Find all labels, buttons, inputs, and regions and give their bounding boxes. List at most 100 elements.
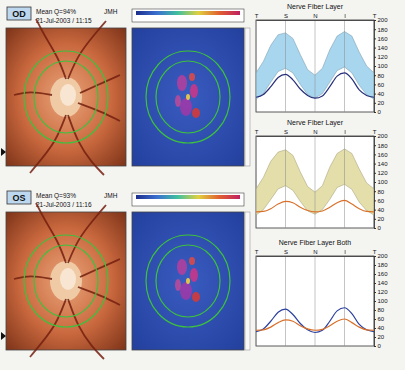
y-tick-mark xyxy=(374,136,376,137)
x-tick-label: T xyxy=(373,129,377,135)
y-tick-label: 120 xyxy=(378,54,389,60)
x-tick: T xyxy=(373,129,377,136)
y-tick: 100 xyxy=(374,179,388,185)
y-tick-label: 100 xyxy=(378,298,389,304)
x-tick: S xyxy=(284,13,288,20)
y-tick-mark xyxy=(374,48,376,49)
x-tick: T xyxy=(255,13,259,20)
y-tick: 80 xyxy=(374,73,385,79)
y-tick-mark xyxy=(374,66,376,67)
y-tick-mark xyxy=(374,346,376,347)
y-tick: 40 xyxy=(374,207,385,213)
y-tick-label: 20 xyxy=(378,100,385,106)
grid-line xyxy=(315,136,316,228)
y-tick: 0 xyxy=(374,225,382,231)
datetime: 21-Jul-2003 / 11:15 xyxy=(36,17,92,24)
chart-title: Nerve Fiber Layer xyxy=(287,119,344,127)
grid-line xyxy=(285,20,286,112)
y-tick: 20 xyxy=(374,334,385,340)
y-tick-mark xyxy=(374,103,376,104)
y-tick-label: 40 xyxy=(378,325,385,331)
y-tick: 80 xyxy=(374,307,385,313)
y-tick: 160 xyxy=(374,36,388,42)
grid-line xyxy=(256,20,257,112)
chart: TSNIT020406080100120140160180200Nerve Fi… xyxy=(255,239,389,349)
measurement-ring xyxy=(24,235,108,327)
optic-disc xyxy=(50,261,82,301)
y-tick: 120 xyxy=(374,289,388,295)
x-tick-label: S xyxy=(284,129,288,135)
y-tick-mark xyxy=(374,219,376,220)
x-tick: T xyxy=(373,249,377,256)
y-tick-label: 160 xyxy=(378,36,389,42)
y-tick: 80 xyxy=(374,189,385,195)
plot xyxy=(256,136,374,228)
vessel xyxy=(68,115,104,175)
y-tick-mark xyxy=(374,310,376,311)
x-tick: N xyxy=(313,129,317,136)
measurement-ring xyxy=(156,61,220,133)
x-tick: I xyxy=(344,129,346,136)
series-line xyxy=(256,319,374,330)
y-tick-mark xyxy=(374,20,376,21)
y-tick-mark xyxy=(374,173,376,174)
retardation-blob xyxy=(180,98,192,116)
vessel xyxy=(80,75,120,93)
y-tick-label: 60 xyxy=(378,198,385,204)
y-tick-mark xyxy=(374,112,376,113)
retardation-blob xyxy=(177,75,187,91)
y-tick: 20 xyxy=(374,100,385,106)
y-tick-mark xyxy=(374,154,376,155)
y-tick-mark xyxy=(374,228,376,229)
y-tick-mark xyxy=(374,164,376,165)
measurement-ring xyxy=(24,51,108,143)
y-tick-mark xyxy=(374,256,376,257)
x-tick-label: S xyxy=(284,13,288,19)
measurement-ring xyxy=(146,235,230,327)
plot xyxy=(256,256,374,346)
y-tick: 20 xyxy=(374,216,385,222)
plot-area xyxy=(256,256,374,346)
y-tick: 60 xyxy=(374,82,385,88)
grid-line xyxy=(374,256,375,346)
retardation-blob xyxy=(177,259,187,275)
fundus-image xyxy=(6,212,126,350)
y-tick-mark xyxy=(374,75,376,76)
vessel xyxy=(78,287,120,305)
y-tick-mark xyxy=(374,200,376,201)
y-tick: 180 xyxy=(374,262,388,268)
y-tick-label: 0 xyxy=(378,225,382,231)
y-tick-mark xyxy=(374,57,376,58)
x-tick: T xyxy=(255,129,259,136)
y-tick-mark xyxy=(374,274,376,275)
eye-label: OD xyxy=(12,9,26,19)
y-axis-line xyxy=(375,21,377,113)
retardation-blob xyxy=(186,94,190,100)
y-tick-label: 160 xyxy=(378,271,389,277)
series-line xyxy=(256,73,374,98)
grid-line xyxy=(256,136,257,228)
plot-area xyxy=(256,20,374,112)
y-tick-mark xyxy=(374,84,376,85)
y-tick-mark xyxy=(374,319,376,320)
y-tick-label: 20 xyxy=(378,216,385,222)
y-tick-label: 0 xyxy=(378,109,382,115)
y-tick-mark xyxy=(374,328,376,329)
y-tick-label: 60 xyxy=(378,316,385,322)
vessel xyxy=(30,115,66,173)
y-tick: 120 xyxy=(374,170,388,176)
y-tick: 60 xyxy=(374,198,385,204)
y-axis: 020406080100120140160180200 xyxy=(374,253,388,349)
x-tick-label: N xyxy=(313,129,317,135)
y-tick-label: 100 xyxy=(378,179,389,185)
y-tick: 200 xyxy=(374,133,388,139)
y-tick-label: 80 xyxy=(378,73,385,79)
y-tick-label: 180 xyxy=(378,262,389,268)
retardation-map xyxy=(132,28,244,166)
chart: TSNIT020406080100120140160180200Nerve Fi… xyxy=(255,3,389,115)
grid-line xyxy=(344,136,345,228)
grid-line xyxy=(285,256,286,346)
retardation-blob xyxy=(189,257,195,265)
x-tick-label: I xyxy=(344,129,346,135)
x-tick-label: S xyxy=(284,249,288,255)
